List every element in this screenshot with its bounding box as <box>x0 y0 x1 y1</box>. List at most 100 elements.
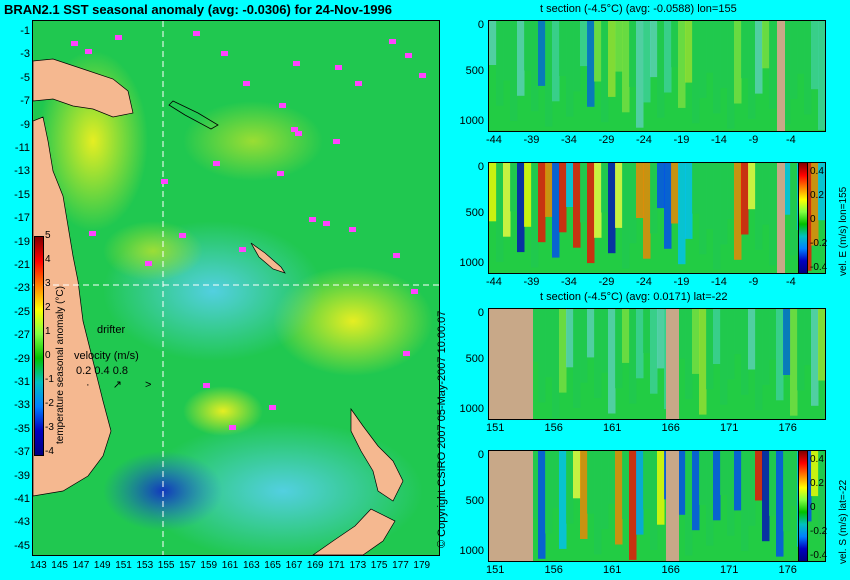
velocity-colorbar-tick: 0 <box>810 502 816 513</box>
section-column <box>769 451 777 516</box>
section-column <box>524 163 532 227</box>
section-column <box>559 21 567 76</box>
section-column <box>699 309 707 415</box>
drifter-marker <box>161 179 168 184</box>
section-column <box>615 309 623 389</box>
section-column <box>531 451 539 519</box>
section-land-mask <box>777 21 785 131</box>
anomaly-mild-north <box>183 101 323 181</box>
section-x-tick-label: -14 <box>711 276 727 288</box>
velocity-colorbar-tick: -0.4 <box>810 550 828 561</box>
section-column <box>713 21 721 114</box>
section-x-tick-label: 176 <box>778 564 797 576</box>
section-x-tick-label: 161 <box>603 422 622 434</box>
section-x-tick-label: -4 <box>786 134 796 146</box>
section-column <box>741 451 749 552</box>
section-heatmap-3 <box>488 308 826 420</box>
map-colorbar-tick: -2 <box>45 398 54 409</box>
section-y-tick-label: 1000 <box>459 545 484 557</box>
map-x-tick-label: 159 <box>200 560 218 571</box>
section-column <box>545 309 553 378</box>
velocity-colorbar-tick: 0.4 <box>810 166 824 177</box>
map-colorbar-tick: 2 <box>45 302 51 313</box>
section-column <box>608 451 616 504</box>
section-column <box>517 21 525 96</box>
map-y-tick-label: -37 <box>14 446 30 459</box>
section-column <box>769 163 777 266</box>
section-column <box>608 21 616 97</box>
section-x-tick-label: 166 <box>661 564 680 576</box>
section-column <box>657 309 665 369</box>
section-land-mask <box>489 451 533 561</box>
drifter-marker <box>333 139 340 144</box>
drifter-marker <box>355 81 362 86</box>
section-column <box>601 451 609 530</box>
map-y-tick-label: -3 <box>20 48 30 61</box>
drifter-marker <box>279 103 286 108</box>
map-colorbar-tick: 5 <box>45 230 51 241</box>
map-x-tick-label: 153 <box>136 560 154 571</box>
section-column <box>769 21 777 109</box>
section-column <box>622 309 630 363</box>
section-column <box>706 451 714 546</box>
section-column <box>636 163 644 218</box>
section-y-tick-label: 0 <box>477 19 484 31</box>
section-column <box>650 163 658 234</box>
section-column <box>636 21 644 128</box>
map-y-tick-label: -33 <box>14 399 30 412</box>
section-column <box>566 309 574 368</box>
drifter-marker <box>403 351 410 356</box>
section-column <box>706 309 714 390</box>
section-column <box>720 21 728 89</box>
section-column <box>552 309 560 418</box>
map-y-tick-label: -23 <box>14 282 30 295</box>
section-y-tick-label: 500 <box>465 65 484 77</box>
section-column <box>790 309 798 416</box>
section-column <box>510 163 518 212</box>
section-y-tick-label: 0 <box>477 161 484 173</box>
map-y-tick-label: -45 <box>14 539 30 552</box>
drifter-marker <box>115 35 122 40</box>
drifter-marker <box>221 51 228 56</box>
section-column <box>622 451 630 520</box>
section-heatmap-canvas <box>489 21 825 131</box>
section-column <box>727 451 735 536</box>
map-y-tick-label: -27 <box>14 329 30 342</box>
map-x-tick-label: 143 <box>30 560 47 571</box>
section-x-tick-label: 161 <box>603 564 622 576</box>
section-column <box>748 309 756 370</box>
section-y-tick-label: 0 <box>477 449 484 461</box>
section-column <box>566 451 574 524</box>
section-column <box>580 21 588 67</box>
section-land-mask <box>777 163 785 273</box>
map-x-tick-label: 155 <box>157 560 175 571</box>
section-column <box>741 163 749 235</box>
section-column <box>811 309 819 406</box>
section-column <box>531 163 539 268</box>
section-column <box>503 163 511 237</box>
section-x-tick-label: -9 <box>748 134 759 146</box>
section-column <box>692 21 700 124</box>
new-zealand-north-land <box>350 407 404 502</box>
section-column <box>685 21 693 83</box>
section-x-tick-label: -24 <box>636 276 652 288</box>
section-column <box>671 163 679 224</box>
section-column <box>783 21 791 125</box>
section-column <box>678 309 686 359</box>
section-column <box>818 451 825 537</box>
section-column <box>566 21 574 117</box>
new-caledonia-land <box>250 242 286 274</box>
section-column <box>741 309 749 395</box>
section-y-tick-label: 1000 <box>459 257 484 269</box>
map-y-tick-label: -13 <box>14 165 30 178</box>
section-heatmap-2 <box>488 162 826 274</box>
sst-map <box>32 20 440 556</box>
section-column <box>804 309 812 366</box>
section-column <box>727 309 735 380</box>
map-y-tick-label: -7 <box>20 95 30 108</box>
section-x-tick-label: -14 <box>711 134 727 146</box>
map-x-tick-label: 175 <box>370 560 388 571</box>
velocity-colorbar-tick: 0.2 <box>810 478 824 489</box>
section-title: t section (-4.5°C) (avg: -0.0588) lon=15… <box>540 3 737 15</box>
section-column <box>573 309 581 408</box>
